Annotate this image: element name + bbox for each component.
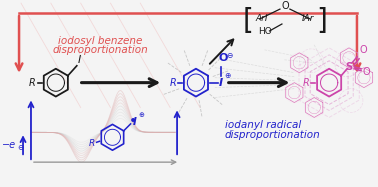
Text: iodosyl benzene: iodosyl benzene xyxy=(58,36,143,46)
Text: R: R xyxy=(29,78,36,88)
Text: O: O xyxy=(362,67,370,77)
Text: •: • xyxy=(129,114,137,128)
Text: −e: −e xyxy=(2,140,16,150)
Text: ]: ] xyxy=(317,7,328,35)
Text: O: O xyxy=(281,1,289,11)
Text: O: O xyxy=(359,45,367,55)
Text: IAr: IAr xyxy=(302,13,314,23)
Text: O: O xyxy=(219,53,228,63)
Text: I: I xyxy=(219,78,223,88)
Text: HO: HO xyxy=(259,27,272,36)
Text: R: R xyxy=(169,78,176,88)
Text: disproportionation: disproportionation xyxy=(225,130,321,140)
Text: R: R xyxy=(302,78,309,88)
Text: ⊖: ⊖ xyxy=(227,51,233,60)
Text: ⊕: ⊕ xyxy=(139,112,144,118)
Text: ⊖: ⊖ xyxy=(17,143,23,152)
Text: [: [ xyxy=(242,7,253,35)
Text: I: I xyxy=(78,55,81,65)
Text: iodanyl radical: iodanyl radical xyxy=(225,120,301,130)
Text: S: S xyxy=(345,62,353,72)
Text: R: R xyxy=(88,139,94,148)
Text: I: I xyxy=(133,117,136,127)
Text: ArI: ArI xyxy=(256,13,268,23)
Text: ⊕: ⊕ xyxy=(225,71,231,80)
Text: disproportionation: disproportionation xyxy=(53,45,149,55)
